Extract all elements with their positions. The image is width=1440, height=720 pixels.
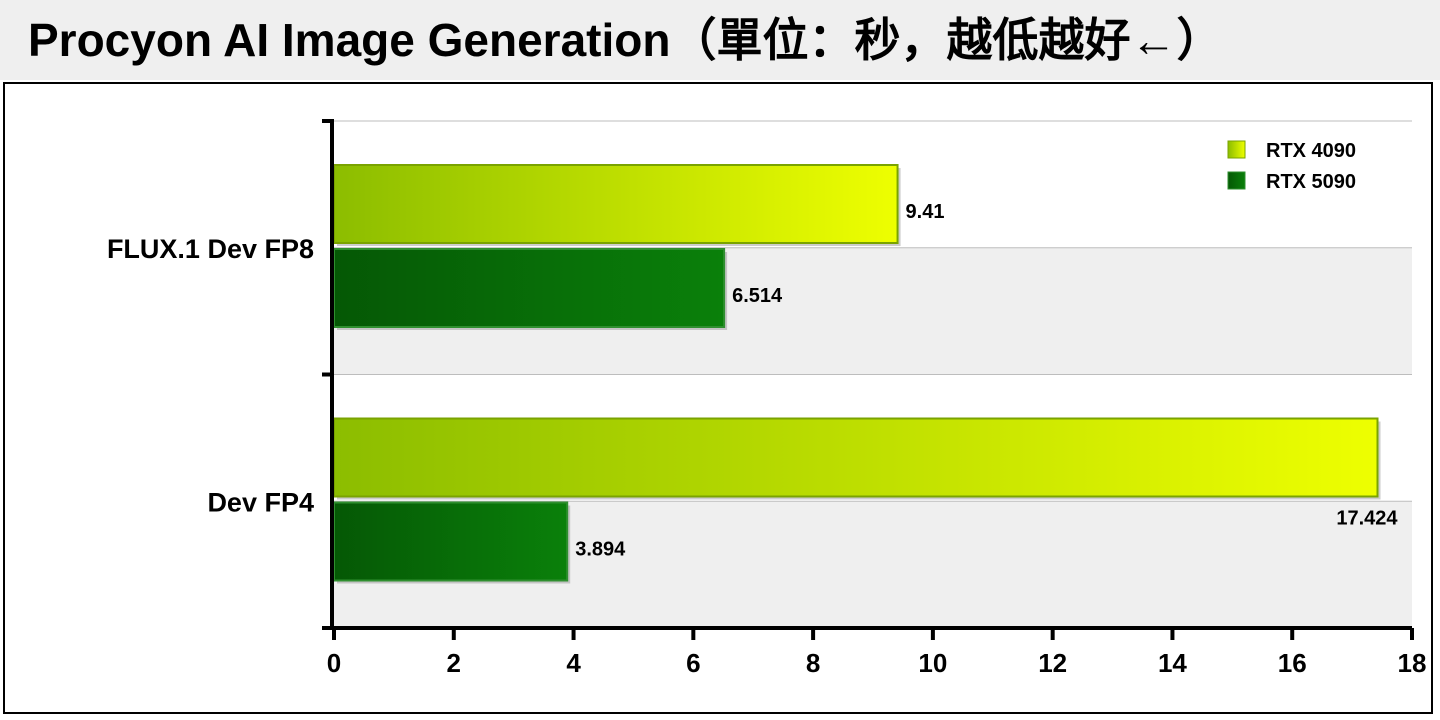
x-tick-label: 14 <box>1158 648 1187 678</box>
value-label: 6.514 <box>732 285 783 307</box>
labels: 9.41 6.514 FLUX.1 Dev FP8 17.424 3.894 Dev FP… <box>107 201 1427 678</box>
x-tick-label: 4 <box>566 648 581 678</box>
bar-rtx-5090-1 <box>333 501 569 582</box>
legend-swatch <box>1227 140 1246 159</box>
legend-label: RTX 5090 <box>1266 171 1356 193</box>
value-label: 9.41 <box>906 201 945 223</box>
x-tick-label: 6 <box>686 648 700 678</box>
axes <box>322 119 1414 640</box>
bars <box>333 164 1381 584</box>
category-label: FLUX.1 Dev FP8 <box>107 234 314 264</box>
x-tick-label: 12 <box>1038 648 1067 678</box>
grid-lines <box>334 120 1412 502</box>
chart-title: Procyon AI Image Generation（單位：秒，越低越好←） <box>28 14 1223 66</box>
x-tick-label: 16 <box>1278 648 1307 678</box>
value-label: 17.424 <box>1336 508 1398 530</box>
bar-rtx-4090-0 <box>333 164 899 244</box>
category-label: Dev FP4 <box>207 487 314 517</box>
value-label: 3.894 <box>575 539 626 561</box>
bar-rtx-5090-0 <box>333 248 726 328</box>
x-tick-label: 8 <box>806 648 820 678</box>
bar-rtx-4090-1 <box>333 417 1379 498</box>
x-tick-label: 2 <box>447 648 461 678</box>
legend: RTX 4090 RTX 5090 <box>1227 140 1356 193</box>
x-tick-label: 0 <box>327 648 341 678</box>
x-tick-label: 18 <box>1398 648 1427 678</box>
legend-swatch <box>1227 171 1246 190</box>
legend-label: RTX 4090 <box>1266 140 1356 162</box>
title-bar: Procyon AI Image Generation（單位：秒，越低越好←） <box>0 0 1440 80</box>
x-tick-label: 10 <box>918 648 947 678</box>
